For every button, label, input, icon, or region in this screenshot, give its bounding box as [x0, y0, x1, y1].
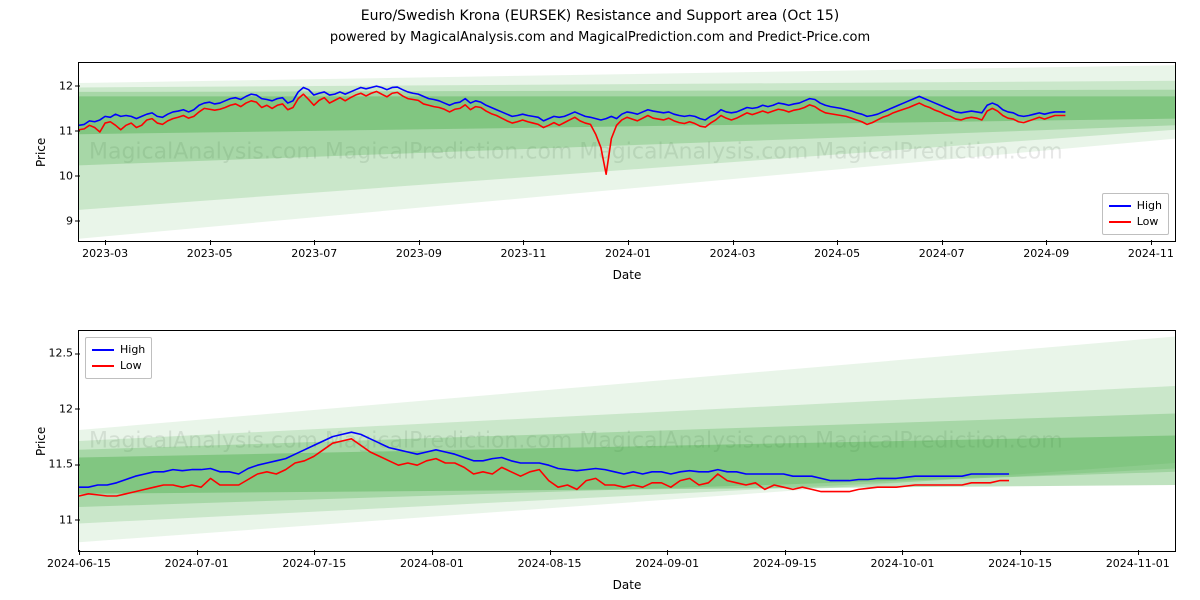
x-tick: 2024-08-01	[400, 551, 464, 570]
x-tick: 2024-10-15	[988, 551, 1052, 570]
legend-swatch-high	[1109, 205, 1131, 207]
y-tick: 11	[59, 124, 79, 137]
x-tick: 2024-03	[710, 241, 756, 260]
y-tick: 10	[59, 169, 79, 182]
legend-item-low: Low	[1109, 214, 1162, 230]
x-tick: 2024-09	[1023, 241, 1069, 260]
x-tick: 2024-05	[814, 241, 860, 260]
legend-label-low: Low	[120, 358, 142, 374]
legend-item-low: Low	[92, 358, 145, 374]
y-tick: 9	[66, 214, 79, 227]
y-tick: 12	[59, 79, 79, 92]
legend-label-low: Low	[1137, 214, 1159, 230]
top-chart-legend: High Low	[1102, 193, 1169, 235]
top-chart-xlabel: Date	[78, 268, 1176, 282]
x-tick: 2024-07	[919, 241, 965, 260]
legend-swatch-low	[1109, 221, 1131, 223]
x-tick: 2023-11	[500, 241, 546, 260]
x-tick: 2023-03	[82, 241, 128, 260]
x-tick: 2024-06-15	[47, 551, 111, 570]
x-tick: 2024-09-15	[753, 551, 817, 570]
y-tick: 11.5	[49, 458, 80, 471]
bottom-chart-plot	[79, 331, 1175, 551]
top-chart-panel: MagicalAnalysis.com MagicalPrediction.co…	[78, 62, 1176, 242]
chart-title: Euro/Swedish Krona (EURSEK) Resistance a…	[0, 8, 1200, 24]
x-tick: 2024-09-01	[635, 551, 699, 570]
x-tick: 2023-07	[291, 241, 337, 260]
x-tick: 2024-08-15	[518, 551, 582, 570]
x-tick: 2024-07-15	[282, 551, 346, 570]
x-tick: 2024-11-01	[1106, 551, 1170, 570]
x-tick: 2023-05	[187, 241, 233, 260]
bottom-chart-panel: MagicalAnalysis.com MagicalPrediction.co…	[78, 330, 1176, 552]
x-tick: 2024-10-01	[871, 551, 935, 570]
figure: Euro/Swedish Krona (EURSEK) Resistance a…	[0, 0, 1200, 600]
y-tick: 11	[59, 513, 79, 526]
x-tick: 2024-07-01	[165, 551, 229, 570]
bottom-chart-legend: High Low	[85, 337, 152, 379]
x-tick: 2024-11	[1128, 241, 1174, 260]
legend-label-high: High	[120, 342, 145, 358]
y-tick: 12	[59, 402, 79, 415]
bottom-chart-ylabel: Price	[34, 427, 48, 456]
legend-label-high: High	[1137, 198, 1162, 214]
top-chart-plot	[79, 63, 1175, 241]
legend-item-high: High	[1109, 198, 1162, 214]
chart-subtitle: powered by MagicalAnalysis.com and Magic…	[0, 30, 1200, 45]
bottom-chart-xlabel: Date	[78, 578, 1176, 592]
y-tick: 12.5	[49, 347, 80, 360]
legend-item-high: High	[92, 342, 145, 358]
x-tick: 2023-09	[396, 241, 442, 260]
top-chart-ylabel: Price	[34, 138, 48, 167]
legend-swatch-low	[92, 365, 114, 367]
legend-swatch-high	[92, 349, 114, 351]
x-tick: 2024-01	[605, 241, 651, 260]
